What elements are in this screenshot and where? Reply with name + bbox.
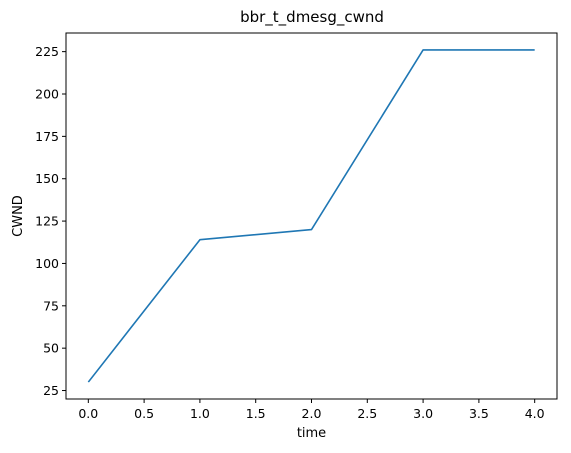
x-tick-label: 0.0: [78, 406, 98, 421]
x-tick-label: 1.0: [190, 406, 210, 421]
x-axis-ticks: 0.0 0.5 1.0 1.5 2.0 2.5 3.0 3.5 4.0: [78, 399, 545, 421]
y-tick-label: 75: [43, 298, 59, 313]
series-line: [87, 49, 535, 383]
x-tick-label: 4.0: [525, 406, 545, 421]
y-tick-label: 25: [43, 383, 59, 398]
plot-area-frame: [65, 32, 558, 400]
x-tick-label: 3.5: [469, 406, 489, 421]
y-tick-label: 125: [35, 214, 59, 229]
y-tick-label: 175: [35, 129, 59, 144]
x-tick-label: 2.0: [302, 406, 322, 421]
x-tick-label: 0.5: [134, 406, 154, 421]
x-tick-label: 1.5: [246, 406, 266, 421]
y-axis-ticks: 25 50 75 100 125 150 175 200 225: [35, 44, 66, 398]
y-tick-label: 225: [35, 44, 59, 59]
series-layer: [87, 49, 535, 383]
x-tick-label: 3.0: [413, 406, 433, 421]
y-tick-label: 50: [43, 341, 59, 356]
y-tick-label: 200: [35, 87, 59, 102]
y-axis-title: CWND: [11, 195, 26, 237]
y-tick-label: 100: [35, 256, 59, 271]
x-tick-label: 2.5: [357, 406, 377, 421]
chart-title: bbr_t_dmesg_cwnd: [240, 8, 384, 27]
y-tick-label: 150: [35, 171, 59, 186]
x-axis-title: time: [297, 426, 326, 441]
